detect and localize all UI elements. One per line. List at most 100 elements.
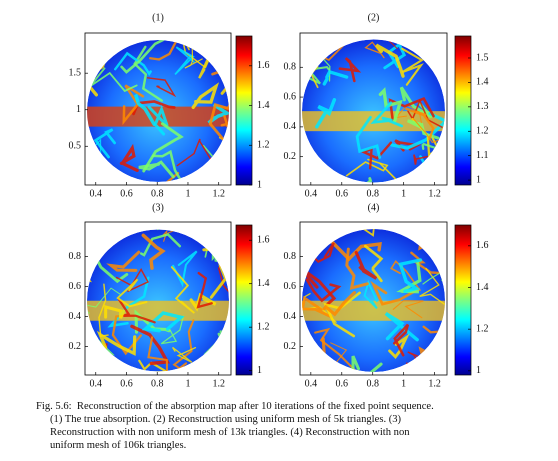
vessel bbox=[375, 43, 405, 78]
y-tick-label: 0.8 bbox=[284, 62, 297, 73]
colorbar-tick-label: 1 bbox=[257, 365, 262, 376]
vessel bbox=[149, 40, 181, 61]
vessel bbox=[404, 107, 435, 141]
x-tick-label: 0.4 bbox=[305, 188, 318, 199]
y-tick-label: 0.5 bbox=[69, 141, 82, 152]
colorbar bbox=[454, 35, 472, 186]
vessel bbox=[399, 86, 433, 119]
x-tick-label: 0.8 bbox=[151, 188, 164, 199]
caption-label: Fig. 5.6: bbox=[36, 401, 72, 412]
colorbar-tick-label: 1.6 bbox=[257, 60, 270, 71]
vessel bbox=[323, 291, 361, 338]
colorbar-tick-label: 1.6 bbox=[476, 240, 489, 251]
vessel bbox=[355, 115, 382, 159]
vessel bbox=[392, 300, 424, 319]
x-tick-label: 0.4 bbox=[305, 378, 318, 389]
vessel bbox=[174, 46, 195, 76]
vessel bbox=[115, 268, 149, 292]
x-tick-label: 0.6 bbox=[336, 188, 349, 199]
caption: Fig. 5.6: Reconstruction of the absorpti… bbox=[36, 400, 536, 452]
vessel bbox=[111, 314, 142, 356]
vessel bbox=[322, 69, 349, 86]
vessel bbox=[312, 229, 334, 234]
vessel bbox=[220, 237, 229, 265]
vessel bbox=[322, 291, 356, 317]
colorbar-tick-label: 1.5 bbox=[476, 52, 489, 63]
vessel bbox=[390, 259, 421, 292]
x-tick-label: 1.2 bbox=[428, 188, 441, 199]
colorbar-tick-label: 1 bbox=[476, 365, 481, 376]
vessel bbox=[412, 117, 445, 144]
vessel bbox=[152, 149, 188, 182]
y-tick-label: 0.6 bbox=[284, 281, 297, 292]
vessel bbox=[196, 271, 213, 309]
vessel bbox=[172, 250, 198, 288]
x-tick-label: 0.6 bbox=[336, 378, 349, 389]
colorbar-tick-label: 1.4 bbox=[476, 77, 489, 88]
vessel bbox=[394, 139, 422, 152]
vessel bbox=[311, 39, 337, 48]
vessel bbox=[345, 247, 369, 290]
x-tick-label: 1.2 bbox=[212, 188, 225, 199]
vessel bbox=[208, 92, 229, 141]
vessel bbox=[338, 57, 362, 83]
colorbar-tick-label: 1 bbox=[476, 174, 481, 185]
colorbar-tick-label: 1.4 bbox=[257, 278, 270, 289]
vessel bbox=[406, 119, 440, 140]
vessel bbox=[104, 304, 126, 319]
vessel bbox=[312, 242, 335, 264]
vessel bbox=[191, 82, 220, 110]
vessel bbox=[416, 346, 437, 367]
vessel bbox=[302, 39, 321, 62]
colorbar-tick-label: 1.3 bbox=[476, 101, 489, 112]
vessel bbox=[378, 87, 403, 123]
vessel bbox=[120, 40, 165, 74]
vessel bbox=[87, 287, 122, 314]
vessel bbox=[314, 327, 356, 371]
vessel bbox=[119, 143, 139, 172]
figure: (1) 0.4 0.6 0.8 1 1.2 0.5 1 1.5 1 1.2 1.4 1.6 (2) 0.4 0… bbox=[69, 12, 489, 389]
vessel bbox=[305, 278, 342, 303]
colorbar-tick-label: 1.2 bbox=[257, 140, 270, 151]
caption-text: Reconstruction of the absorption map aft… bbox=[76, 401, 434, 412]
vessel bbox=[302, 39, 314, 54]
colorbar-tick-label: 1.4 bbox=[257, 100, 270, 111]
x-tick-label: 1 bbox=[185, 188, 190, 199]
panel-title: (1) bbox=[152, 12, 164, 23]
vessel bbox=[172, 346, 197, 363]
vessel bbox=[413, 154, 429, 165]
vessel bbox=[142, 122, 184, 173]
y-tick-label: 0.6 bbox=[284, 91, 297, 102]
colorbar-tick-label: 1.2 bbox=[476, 323, 489, 334]
y-tick-label: 0.8 bbox=[284, 251, 297, 262]
vessel bbox=[330, 229, 346, 236]
vessel bbox=[170, 266, 195, 314]
vessel bbox=[392, 323, 410, 357]
vessel bbox=[351, 355, 383, 372]
x-tick-label: 1 bbox=[401, 188, 406, 199]
x-tick-label: 0.6 bbox=[120, 188, 133, 199]
vessel bbox=[116, 278, 148, 308]
vessel bbox=[202, 144, 229, 182]
vessel bbox=[333, 177, 373, 183]
caption-line: uniform mesh of 106k triangles. bbox=[50, 440, 187, 451]
vessel bbox=[360, 141, 393, 170]
colorbar-tick-label: 1.6 bbox=[257, 235, 270, 246]
x-tick-label: 0.8 bbox=[151, 378, 164, 389]
colorbar-tick-label: 1.2 bbox=[257, 321, 270, 332]
heat-image bbox=[302, 39, 445, 183]
vessel bbox=[184, 45, 203, 69]
x-tick-label: 1.2 bbox=[212, 378, 225, 389]
colorbar bbox=[235, 224, 253, 376]
caption-line: Reconstruction with non uniform mesh of … bbox=[50, 427, 410, 438]
vessel bbox=[316, 199, 332, 227]
vessel bbox=[356, 162, 399, 183]
colorbar bbox=[235, 35, 253, 186]
vessel bbox=[96, 330, 137, 356]
vessel bbox=[302, 295, 333, 319]
vessel bbox=[93, 128, 116, 159]
vessel bbox=[418, 240, 445, 251]
x-tick-label: 1 bbox=[185, 378, 190, 389]
vessel bbox=[107, 276, 150, 328]
panel-title: (3) bbox=[152, 202, 164, 213]
